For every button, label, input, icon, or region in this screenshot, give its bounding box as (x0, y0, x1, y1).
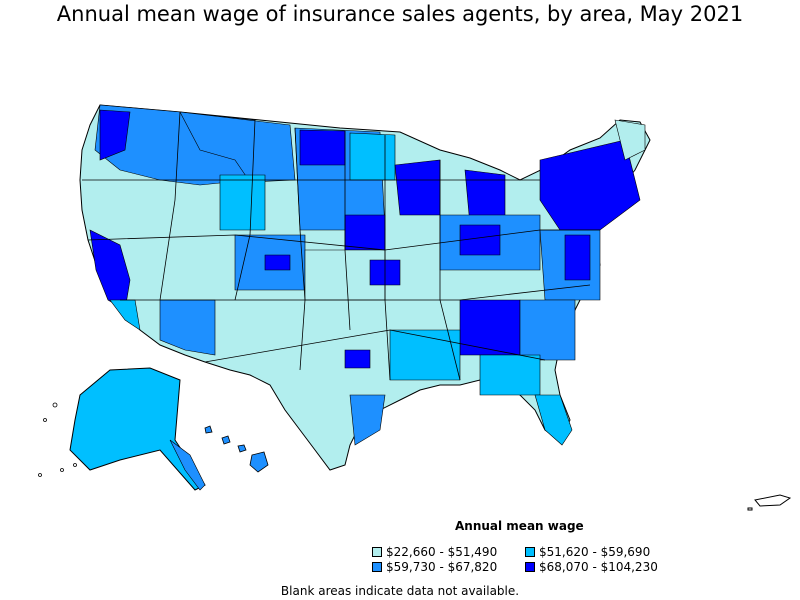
legend-swatch-1 (372, 547, 382, 557)
puerto-rico-shape (747, 494, 792, 511)
legend-label-3: $59,730 - $67,820 (386, 560, 498, 574)
region-texas-coast-mid (349, 394, 386, 446)
legend-swatch-2 (525, 547, 535, 557)
region-california-light (109, 299, 141, 331)
region-washington-high (99, 109, 131, 161)
region-north-dakota-high (299, 129, 346, 166)
footnote: Blank areas indicate data not available. (280, 584, 520, 598)
legend-item-2: $51,620 - $59,690 (525, 545, 650, 559)
legend-label-4: $68,070 - $104,230 (539, 560, 658, 574)
region-tennessee-high (459, 299, 521, 356)
region-southeast-mid (519, 299, 576, 361)
region-florida-light (534, 394, 573, 446)
legend-label-1: $22,660 - $51,490 (386, 545, 498, 559)
region-midatlantic-high (564, 234, 591, 281)
region-colorado-high (264, 254, 291, 271)
alaska-shape (69, 367, 206, 491)
region-oklahoma-high (344, 349, 371, 369)
legend-swatch-4 (525, 562, 535, 572)
legend-swatch-3 (372, 562, 382, 572)
state-borders (82, 111, 600, 381)
region-maine-light (614, 119, 646, 161)
legend-title: Annual mean wage (455, 519, 584, 533)
alaska-panhandle (169, 439, 206, 491)
aleutian-islands (38, 402, 77, 477)
region-georgia-light (479, 354, 541, 396)
region-minnesota-light (349, 132, 396, 181)
region-iowa-high (344, 214, 386, 251)
region-wisconsin-high (394, 159, 441, 216)
map-title: Annual mean wage of insurance sales agen… (56, 2, 744, 26)
legend-item-3: $59,730 - $67,820 (372, 560, 497, 574)
region-indiana-high (459, 224, 501, 256)
legend-item-4: $68,070 - $104,230 (525, 560, 658, 574)
legend-label-2: $51,620 - $59,690 (539, 545, 651, 559)
region-wyoming-light (219, 174, 266, 231)
legend-item-1: $22,660 - $51,490 (372, 545, 497, 559)
hawaii-shape (204, 425, 269, 473)
